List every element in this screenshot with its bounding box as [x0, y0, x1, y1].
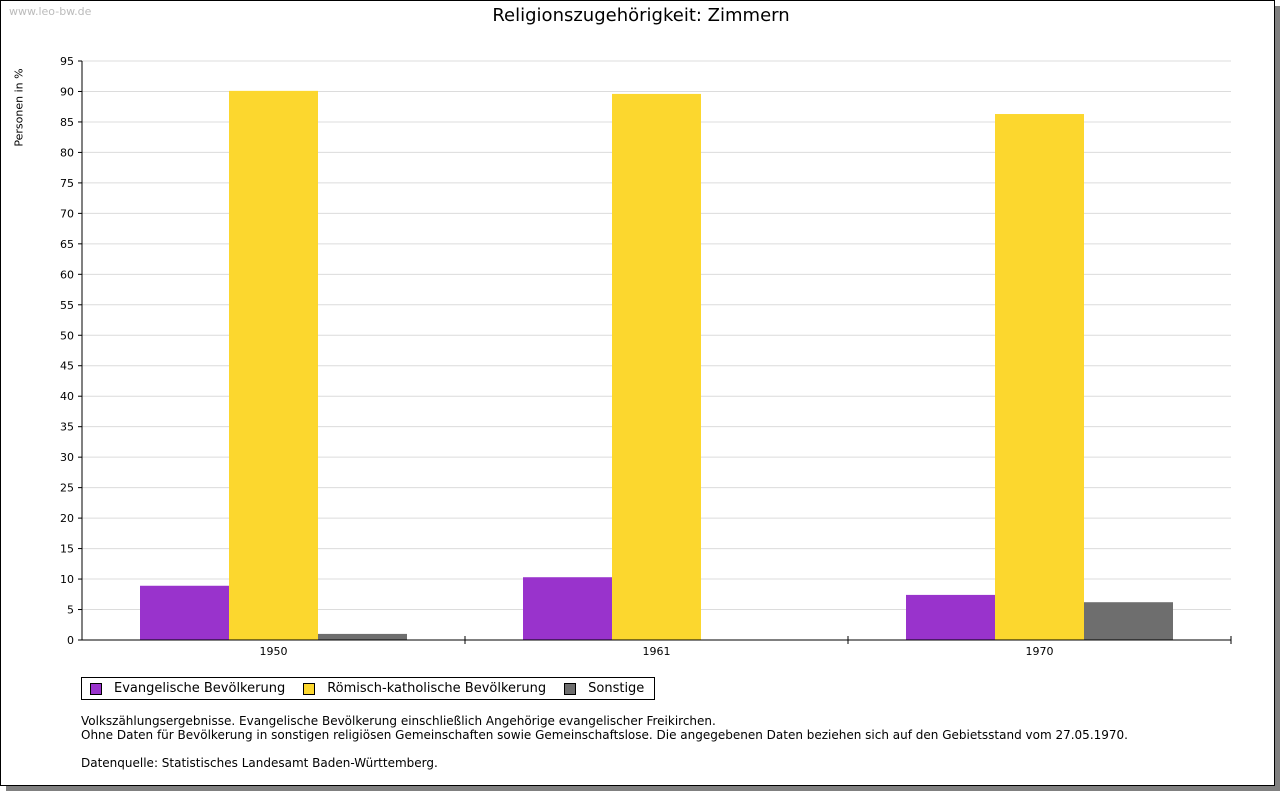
y-tick-label: 15 [60, 543, 74, 556]
y-tick-label: 55 [60, 299, 74, 312]
y-tick-label: 30 [60, 451, 74, 464]
chart-notes: Volkszählungsergebnisse. Evangelische Be… [81, 714, 1128, 770]
y-tick-label: 60 [60, 268, 74, 281]
x-tick-label: 1950 [260, 645, 288, 658]
y-tick-label: 45 [60, 360, 74, 373]
y-tick-label: 50 [60, 329, 74, 342]
watermark: www.leo-bw.de [9, 5, 92, 18]
y-tick-label: 20 [60, 512, 74, 525]
bar-sonstige [1084, 602, 1173, 640]
y-tick-label: 10 [60, 573, 74, 586]
legend-label: Evangelische Bevölkerung [114, 681, 286, 696]
bar-katholisch [612, 93, 701, 641]
legend-label: Römisch-katholische Bevölkerung [327, 681, 547, 696]
y-tick-label: 90 [60, 85, 74, 98]
y-tick-label: 40 [60, 390, 74, 403]
x-tick-label: 1970 [1026, 645, 1054, 658]
legend-item: Sonstige [564, 681, 644, 696]
note-line: Ohne Daten für Bevölkerung in sonstigen … [81, 728, 1128, 742]
y-tick-label: 65 [60, 238, 74, 251]
chart-plot: 0 5 10 15 20 25 30 35 40 45 50 55 60 65 70 75 80 85 90 95 19… [60, 55, 1232, 658]
y-tick-label: 70 [60, 207, 74, 220]
legend-swatch [90, 682, 102, 695]
bar-sonstige [318, 633, 407, 640]
bar-evangelisch [140, 585, 229, 640]
x-tick-label: 1961 [643, 645, 671, 658]
y-tick-label: 35 [60, 421, 74, 434]
legend-item: Römisch-katholische Bevölkerung [303, 681, 546, 696]
note-line [81, 742, 1128, 756]
legend: Evangelische Bevölkerung Römisch-katholis… [81, 677, 656, 700]
chart-title: Religionszugehörigkeit: Zimmern [492, 5, 790, 26]
y-tick-label: 25 [60, 482, 74, 495]
bar-evangelisch [523, 577, 612, 640]
legend-swatch [564, 682, 577, 695]
legend-label: Sonstige [588, 681, 645, 696]
bar-evangelisch [906, 594, 995, 640]
y-tick-label: 85 [60, 116, 74, 129]
y-tick-label: 80 [60, 146, 74, 159]
note-line: Volkszählungsergebnisse. Evangelische Be… [81, 714, 716, 728]
y-tick-label: 75 [60, 177, 74, 190]
source-line: Datenquelle: Statistisches Landesamt Bad… [81, 756, 438, 770]
y-tick-label: 0 [67, 634, 74, 647]
y-tick-label: 95 [60, 55, 74, 68]
legend-swatch [303, 682, 316, 695]
legend-item: Evangelische Bevölkerung [90, 681, 285, 696]
bar-katholisch [229, 90, 318, 641]
y-tick-label: 5 [67, 604, 74, 617]
bar-katholisch [995, 114, 1084, 640]
